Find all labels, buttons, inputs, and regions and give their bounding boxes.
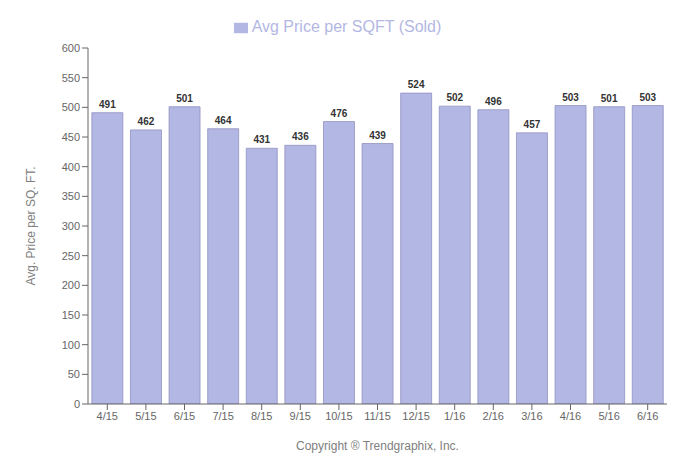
svg-text:5/15: 5/15 <box>135 410 156 422</box>
svg-text:464: 464 <box>215 115 232 126</box>
svg-text:500: 500 <box>62 101 80 113</box>
svg-text:600: 600 <box>62 42 80 54</box>
svg-text:503: 503 <box>639 92 656 103</box>
svg-text:8/15: 8/15 <box>251 410 272 422</box>
svg-text:250: 250 <box>62 250 80 262</box>
svg-text:2/16: 2/16 <box>483 410 504 422</box>
svg-text:400: 400 <box>62 161 80 173</box>
svg-text:431: 431 <box>253 134 270 145</box>
svg-text:436: 436 <box>292 131 309 142</box>
svg-text:300: 300 <box>62 220 80 232</box>
svg-text:550: 550 <box>62 72 80 84</box>
svg-text:100: 100 <box>62 339 80 351</box>
svg-text:6/16: 6/16 <box>637 410 658 422</box>
svg-text:12/15: 12/15 <box>402 410 430 422</box>
svg-text:457: 457 <box>524 119 541 130</box>
svg-text:3/16: 3/16 <box>521 410 542 422</box>
svg-text:491: 491 <box>99 99 116 110</box>
svg-text:496: 496 <box>485 96 502 107</box>
svg-text:Avg. Price per SQ. FT.: Avg. Price per SQ. FT. <box>24 166 38 285</box>
svg-text:7/15: 7/15 <box>212 410 233 422</box>
svg-text:4/16: 4/16 <box>560 410 581 422</box>
svg-text:524: 524 <box>408 79 425 90</box>
svg-text:5/16: 5/16 <box>598 410 619 422</box>
svg-text:350: 350 <box>62 190 80 202</box>
svg-text:501: 501 <box>176 93 193 104</box>
svg-text:10/15: 10/15 <box>325 410 353 422</box>
svg-text:200: 200 <box>62 279 80 291</box>
svg-text:4/15: 4/15 <box>97 410 118 422</box>
svg-text:Copyright ® Trendgraphix, Inc.: Copyright ® Trendgraphix, Inc. <box>296 439 459 453</box>
svg-text:462: 462 <box>138 116 155 127</box>
html-text:Avg Price per SQFT (Sold): Avg Price per SQFT (Sold) <box>251 18 442 35</box>
svg-text:503: 503 <box>562 92 579 103</box>
svg-text:0: 0 <box>74 398 80 410</box>
svg-text:439: 439 <box>369 130 386 141</box>
svg-text:501: 501 <box>601 93 618 104</box>
svg-text:1/16: 1/16 <box>444 410 465 422</box>
svg-text:11/15: 11/15 <box>364 410 391 422</box>
svg-text:450: 450 <box>62 131 80 143</box>
svg-text:476: 476 <box>331 108 348 119</box>
svg-text:6/15: 6/15 <box>174 410 195 422</box>
svg-text:150: 150 <box>62 309 80 321</box>
svg-text:502: 502 <box>446 92 463 103</box>
svg-text:50: 50 <box>68 368 80 380</box>
svg-text:9/15: 9/15 <box>290 410 311 422</box>
